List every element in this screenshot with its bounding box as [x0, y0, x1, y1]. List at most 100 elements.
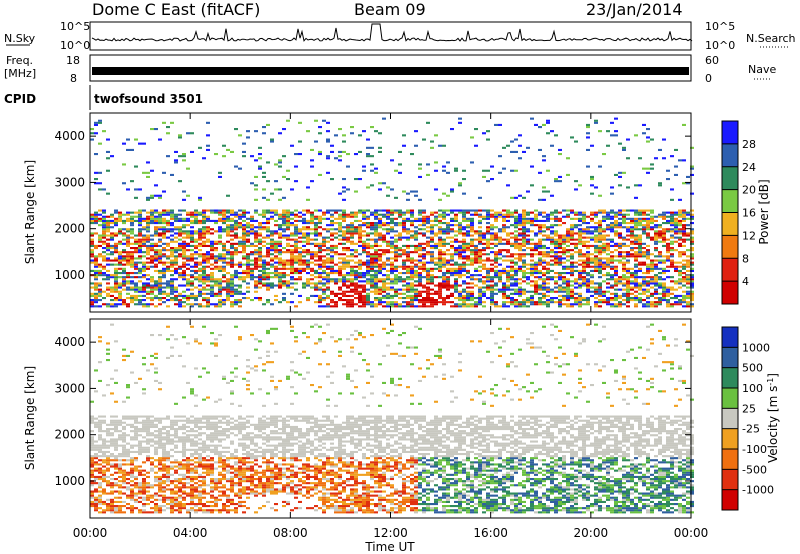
heatmap-cell [678, 253, 682, 256]
heatmap-cell [102, 242, 106, 245]
heatmap-cell [266, 161, 270, 164]
heatmap-cell [322, 288, 326, 291]
heatmap-cell [446, 276, 450, 279]
heatmap-cell [170, 280, 174, 283]
heatmap-cell [130, 294, 134, 297]
heatmap-cell [98, 272, 102, 275]
heatmap-cell [98, 478, 102, 481]
heatmap-cell [598, 219, 602, 222]
heatmap-cell [366, 244, 370, 247]
heatmap-cell [622, 244, 626, 247]
heatmap-cell [614, 234, 618, 237]
heatmap-cell [346, 224, 350, 227]
heatmap-cell [206, 261, 210, 264]
heatmap-cell [626, 301, 630, 304]
heatmap-cell [370, 303, 374, 306]
heatmap-cell [610, 238, 614, 241]
heatmap-cell [350, 253, 354, 256]
heatmap-cell [682, 230, 686, 233]
heatmap-cell [638, 209, 642, 212]
heatmap-cell [106, 276, 110, 279]
heatmap-cell [522, 288, 526, 291]
colorbar-swatch [722, 258, 738, 282]
heatmap-cell [618, 301, 622, 304]
heatmap-cell [382, 209, 386, 212]
heatmap-cell [662, 236, 666, 239]
heatmap-cell [482, 132, 486, 135]
heatmap-cell [398, 253, 402, 256]
heatmap-cell [522, 150, 526, 153]
heatmap-cell [434, 257, 438, 260]
heatmap-cell [478, 299, 482, 302]
heatmap-cell [526, 242, 530, 245]
heatmap-cell [238, 284, 242, 287]
heatmap-cell [482, 305, 486, 308]
heatmap-cell [610, 192, 614, 195]
heatmap-cell [686, 238, 690, 241]
heatmap-cell [266, 301, 270, 304]
heatmap-cell [414, 269, 418, 272]
heatmap-cell [262, 126, 266, 129]
heatmap-cell [634, 263, 638, 266]
heatmap-cell [142, 217, 146, 220]
heatmap-cell [634, 259, 638, 262]
heatmap-cell [130, 261, 134, 264]
heatmap-cell [670, 247, 674, 250]
heatmap-cell [450, 267, 454, 270]
heatmap-cell [170, 278, 174, 281]
heatmap-cell [682, 217, 686, 220]
heatmap-cell [630, 297, 634, 300]
heatmap-cell [226, 253, 230, 256]
heatmap-cell [574, 140, 578, 143]
heatmap-cell [154, 232, 158, 235]
heatmap-cell [110, 290, 114, 293]
heatmap-cell [158, 255, 162, 258]
heatmap-cell [370, 267, 374, 270]
heatmap-cell [558, 238, 562, 241]
heatmap-cell [546, 286, 550, 289]
heatmap-cell [486, 247, 490, 250]
heatmap-cell [690, 236, 694, 239]
heatmap-cell [418, 280, 422, 283]
heatmap-cell [134, 288, 138, 291]
heatmap-cell [634, 265, 638, 268]
heatmap-cell [578, 274, 582, 277]
heatmap-cell [406, 265, 410, 268]
heatmap-cell [210, 244, 214, 247]
heatmap-cell [530, 117, 534, 120]
heatmap-cell [550, 276, 554, 279]
heatmap-cell [350, 222, 354, 225]
heatmap-cell [686, 265, 690, 268]
heatmap-cell [194, 278, 198, 281]
heatmap-cell [158, 292, 162, 295]
heatmap-cell [430, 253, 434, 256]
heatmap-cell [254, 261, 258, 264]
heatmap-cell [246, 226, 250, 229]
heatmap-cell [642, 290, 646, 293]
heatmap-cell [102, 215, 106, 218]
heatmap-cell [286, 274, 290, 277]
heatmap-cell [494, 234, 498, 237]
heatmap-cell [234, 299, 238, 302]
heatmap-cell [538, 251, 542, 254]
heatmap-cell [326, 278, 330, 281]
heatmap-cell [210, 232, 214, 235]
heatmap-cell [394, 209, 398, 212]
heatmap-cell [170, 240, 174, 243]
heatmap-cell [90, 448, 94, 451]
heatmap-cell [294, 278, 298, 281]
heatmap-cell [530, 184, 534, 187]
heatmap-cell [294, 215, 298, 218]
heatmap-cell [354, 211, 358, 214]
heatmap-cell [446, 280, 450, 283]
heatmap-cell [370, 286, 374, 289]
heatmap-cell [126, 188, 130, 191]
heatmap-cell [306, 236, 310, 239]
heatmap-cell [634, 184, 638, 187]
heatmap-cell [538, 278, 542, 281]
heatmap-cell [282, 297, 286, 300]
heatmap-cell [530, 294, 534, 297]
heatmap-cell [542, 190, 546, 193]
heatmap-cell [230, 226, 234, 229]
heatmap-cell [654, 305, 658, 308]
